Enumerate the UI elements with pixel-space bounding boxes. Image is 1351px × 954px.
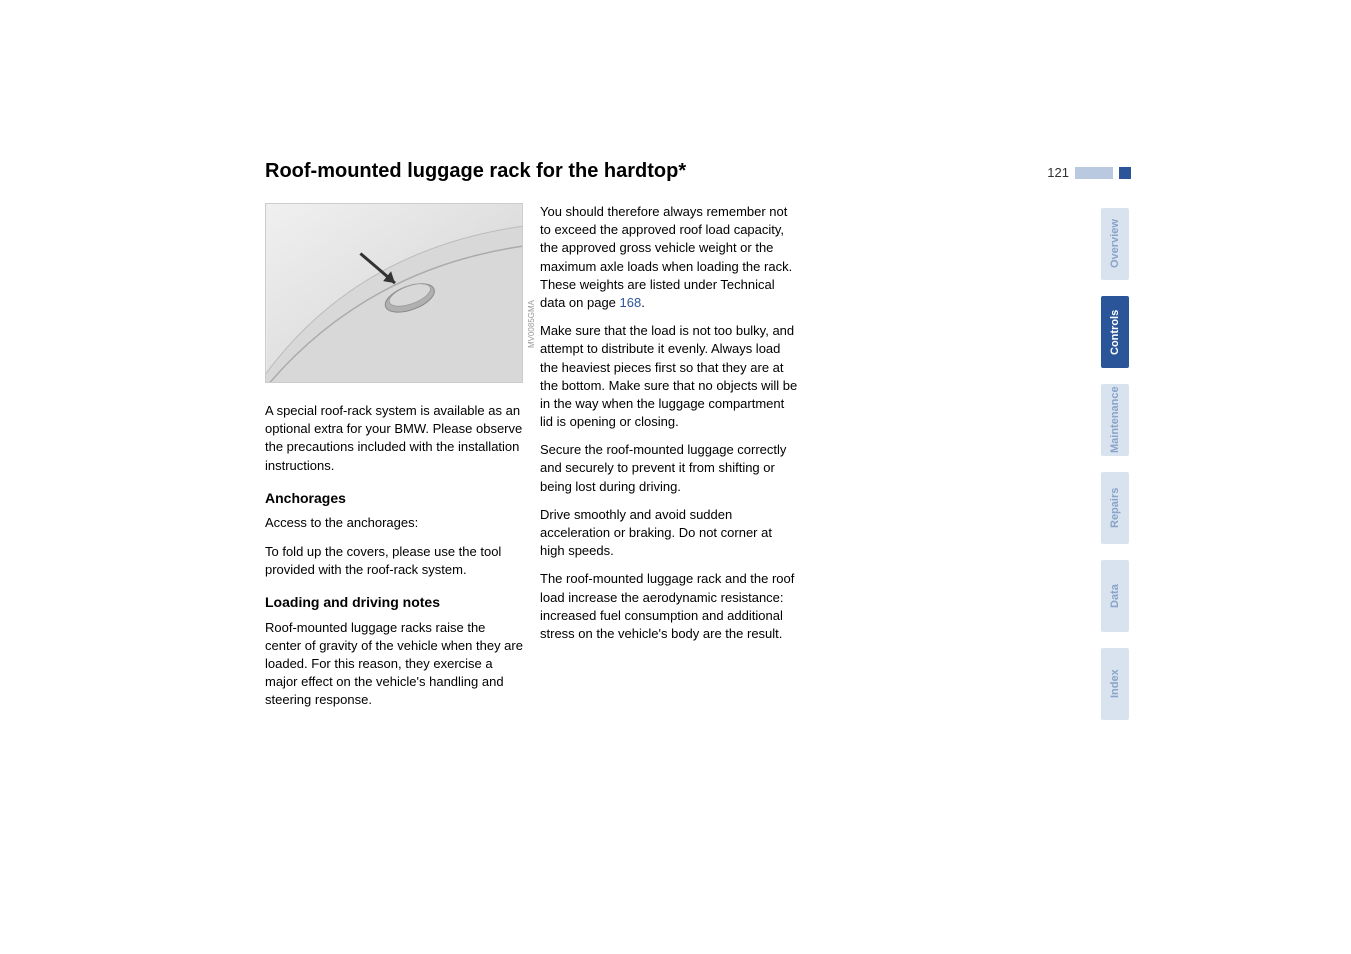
col2-p4: Drive smoothly and avoid sudden accelera… [540,506,798,561]
column-2: You should therefore always remember not… [540,203,798,653]
col2-p1b: . [641,295,645,310]
figure-code: MV0085GMA [527,300,536,348]
page-number-group: 121 [1047,165,1131,180]
tab-index[interactable]: Index [1101,648,1129,720]
intro-paragraph: A special roof-rack system is available … [265,402,523,475]
manual-page: Roof-mounted luggage rack for the hardto… [0,0,1351,954]
page-title: Roof-mounted luggage rack for the hardto… [265,160,686,183]
col2-p2: Make sure that the load is not too bulky… [540,322,798,431]
loading-heading: Loading and driving notes [265,593,523,613]
roof-rack-illustration [266,204,522,382]
tab-controls[interactable]: Controls [1101,296,1129,368]
col2-p3: Secure the roof-mounted luggage correctl… [540,441,798,496]
page-number: 121 [1047,165,1069,180]
tab-overview[interactable]: Overview [1101,208,1129,280]
roof-rack-figure [265,203,523,383]
col2-p5: The roof-mounted luggage rack and the ro… [540,570,798,643]
anchorages-p1: Access to the anchorages: [265,514,523,532]
column-1: A special roof-rack system is available … [265,402,523,719]
tab-maintenance[interactable]: Maintenance [1101,384,1129,456]
side-tabs: Overview Controls Maintenance Repairs Da… [1101,208,1129,720]
tab-repairs[interactable]: Repairs [1101,472,1129,544]
loading-p1: Roof-mounted luggage racks raise the cen… [265,619,523,710]
page-indicator-light [1075,167,1113,179]
anchorages-p2: To fold up the covers, please use the to… [265,543,523,579]
anchorages-heading: Anchorages [265,489,523,509]
col2-p1: You should therefore always remember not… [540,203,798,312]
page-link-168[interactable]: 168 [620,295,642,310]
col2-p1a: You should therefore always remember not… [540,204,792,310]
page-indicator-accent [1119,167,1131,179]
tab-data[interactable]: Data [1101,560,1129,632]
